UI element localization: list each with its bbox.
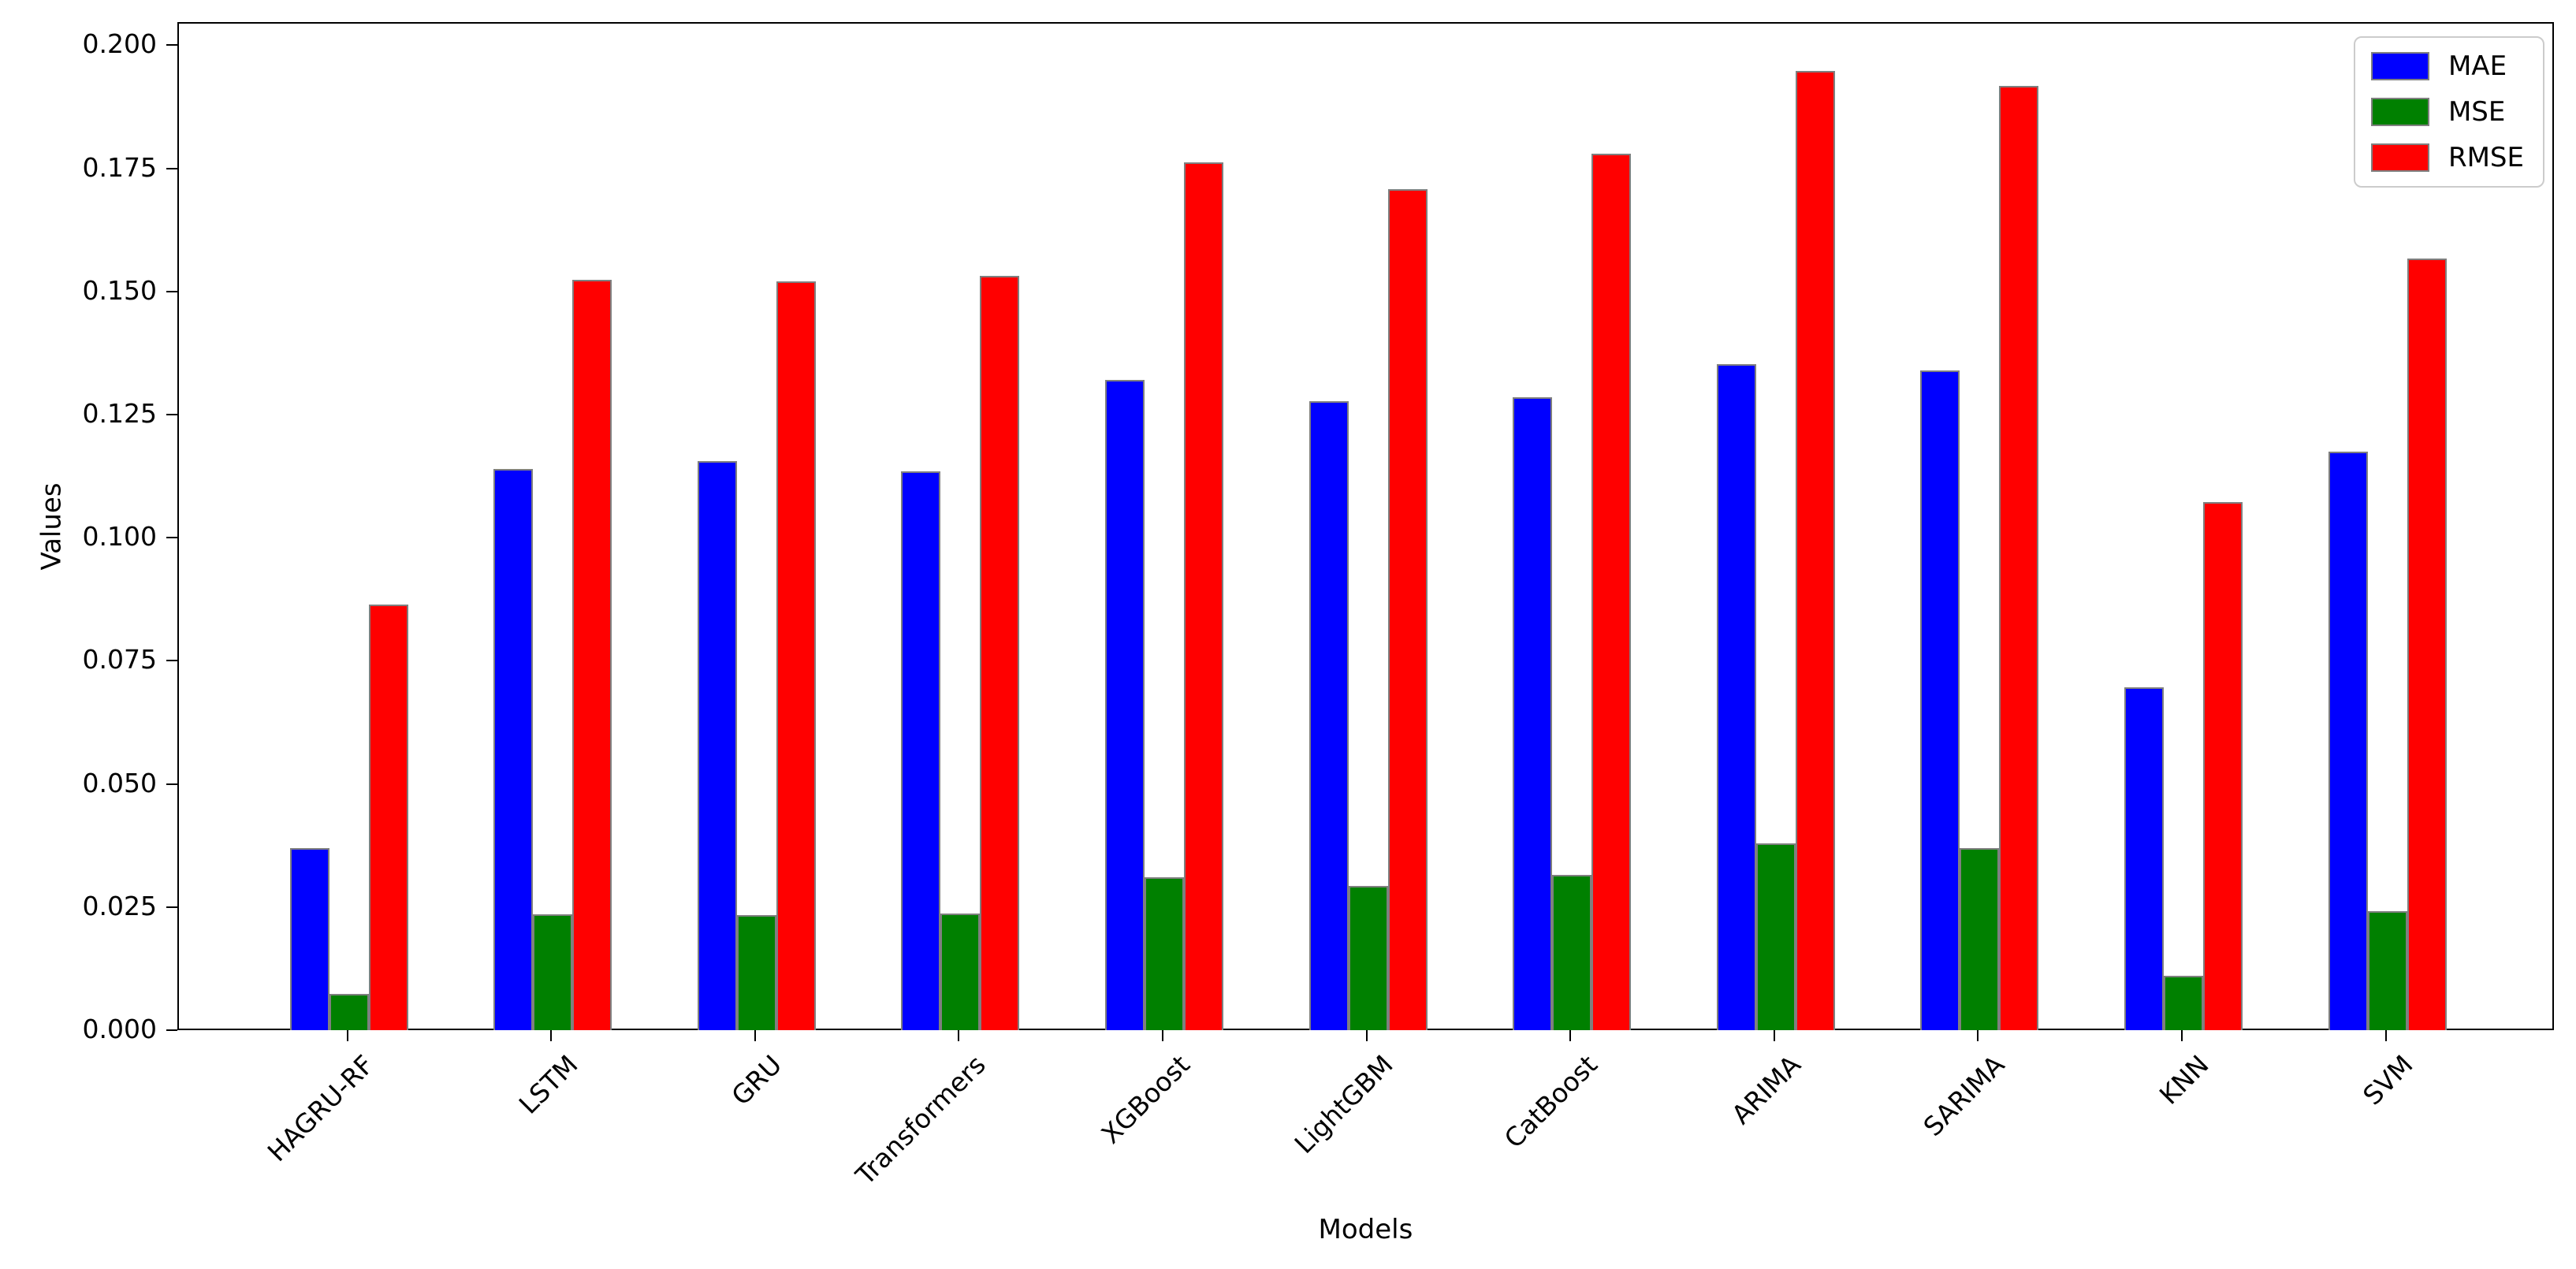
bar-mse-lightgbm bbox=[1348, 885, 1388, 1030]
x-tick-mark bbox=[1161, 1030, 1163, 1041]
x-tick-mark bbox=[1569, 1030, 1572, 1041]
y-tick-label: 0.075 bbox=[82, 644, 157, 675]
y-tick-label: 0.000 bbox=[82, 1014, 157, 1044]
x-tick-label: Transformers bbox=[850, 1049, 992, 1191]
y-tick-mark bbox=[166, 537, 177, 539]
y-tick-label: 0.200 bbox=[82, 28, 157, 60]
bar-mse-gru bbox=[736, 915, 776, 1030]
x-tick-mark bbox=[1365, 1030, 1368, 1041]
x-tick-label: GRU bbox=[725, 1049, 788, 1111]
bar-rmse-lightgbm bbox=[1387, 188, 1428, 1030]
bar-rmse-arima bbox=[1795, 70, 1835, 1030]
y-tick-label: 0.025 bbox=[82, 890, 157, 921]
x-tick-label: LSTM bbox=[512, 1049, 584, 1120]
bar-mse-transformers bbox=[940, 913, 981, 1030]
legend-swatch-mse bbox=[2370, 98, 2429, 126]
y-tick-mark bbox=[166, 1029, 177, 1031]
x-tick-label: ARIMA bbox=[1725, 1049, 1807, 1130]
bar-mae-transformers bbox=[901, 471, 941, 1030]
y-tick-label: 0.100 bbox=[82, 521, 157, 553]
y-axis-title: Values bbox=[35, 482, 68, 571]
bar-mae-hagru-rf bbox=[289, 847, 329, 1030]
y-tick-mark bbox=[166, 167, 177, 169]
legend: MAE MSE RMSE bbox=[2353, 36, 2544, 188]
bar-mse-knn bbox=[2163, 975, 2203, 1030]
bar-mse-sarima bbox=[1960, 848, 2000, 1030]
y-tick-mark bbox=[166, 413, 177, 415]
bar-mae-catboost bbox=[1513, 397, 1553, 1030]
bar-mae-lightgbm bbox=[1308, 401, 1349, 1030]
y-tick-label: 0.050 bbox=[82, 767, 157, 798]
legend-item-mae: MAE bbox=[2370, 50, 2524, 82]
x-tick-label: SARIMA bbox=[1917, 1049, 2011, 1142]
x-tick-label: LightGBM bbox=[1289, 1049, 1400, 1160]
y-tick-mark bbox=[166, 290, 177, 292]
y-tick-mark bbox=[166, 783, 177, 785]
bar-mae-arima bbox=[1716, 363, 1756, 1030]
bar-mse-hagru-rf bbox=[329, 993, 369, 1030]
bar-rmse-svm bbox=[2407, 258, 2447, 1030]
x-axis-title: Models bbox=[1318, 1214, 1413, 1245]
y-tick-label: 0.150 bbox=[82, 274, 157, 306]
y-tick-mark bbox=[166, 660, 177, 662]
plot-area bbox=[177, 22, 2554, 1030]
bar-rmse-gru bbox=[776, 281, 816, 1030]
legend-item-mse: MSE bbox=[2370, 96, 2524, 128]
x-tick-mark bbox=[2384, 1030, 2387, 1041]
legend-label: MSE bbox=[2448, 96, 2506, 128]
y-tick-mark bbox=[166, 906, 177, 908]
legend-swatch-mae bbox=[2370, 52, 2429, 80]
bar-mse-arima bbox=[1755, 843, 1796, 1030]
x-tick-mark bbox=[550, 1030, 553, 1041]
bar-rmse-sarima bbox=[1999, 85, 2039, 1030]
x-tick-label: SVM bbox=[2356, 1049, 2419, 1111]
x-tick-mark bbox=[1977, 1030, 1979, 1041]
bar-rmse-hagru-rf bbox=[368, 604, 408, 1030]
legend-item-rmse: RMSE bbox=[2370, 142, 2524, 173]
bar-rmse-xgboost bbox=[1183, 162, 1223, 1030]
bar-mse-lstm bbox=[533, 914, 573, 1030]
x-tick-mark bbox=[958, 1030, 960, 1041]
y-tick-label: 0.175 bbox=[82, 151, 157, 183]
y-tick-mark bbox=[166, 44, 177, 47]
bar-mae-lstm bbox=[493, 468, 534, 1030]
x-tick-mark bbox=[346, 1030, 348, 1041]
y-tick-label: 0.125 bbox=[82, 397, 157, 429]
x-tick-mark bbox=[754, 1030, 756, 1041]
bar-mae-svm bbox=[2328, 451, 2368, 1030]
legend-label: MAE bbox=[2448, 50, 2507, 82]
bar-mse-catboost bbox=[1552, 874, 1592, 1030]
bar-mae-knn bbox=[2124, 687, 2164, 1030]
bar-mse-xgboost bbox=[1144, 876, 1184, 1030]
bar-mae-sarima bbox=[1920, 370, 1960, 1030]
x-tick-mark bbox=[1773, 1030, 1775, 1041]
bar-mae-xgboost bbox=[1104, 380, 1145, 1030]
bar-rmse-lstm bbox=[572, 279, 612, 1030]
legend-label: RMSE bbox=[2448, 142, 2524, 173]
bar-rmse-catboost bbox=[1591, 153, 1632, 1030]
x-tick-mark bbox=[2180, 1030, 2183, 1041]
x-tick-label: HAGRU-RF bbox=[261, 1049, 381, 1168]
x-tick-label: XGBoost bbox=[1094, 1049, 1196, 1150]
bar-rmse-transformers bbox=[980, 275, 1020, 1030]
bar-mse-svm bbox=[2367, 910, 2407, 1030]
bar-rmse-knn bbox=[2202, 501, 2243, 1030]
x-tick-label: KNN bbox=[2153, 1049, 2215, 1111]
legend-swatch-rmse bbox=[2370, 143, 2429, 172]
bar-mae-gru bbox=[697, 461, 737, 1030]
x-tick-label: CatBoost bbox=[1498, 1049, 1603, 1155]
